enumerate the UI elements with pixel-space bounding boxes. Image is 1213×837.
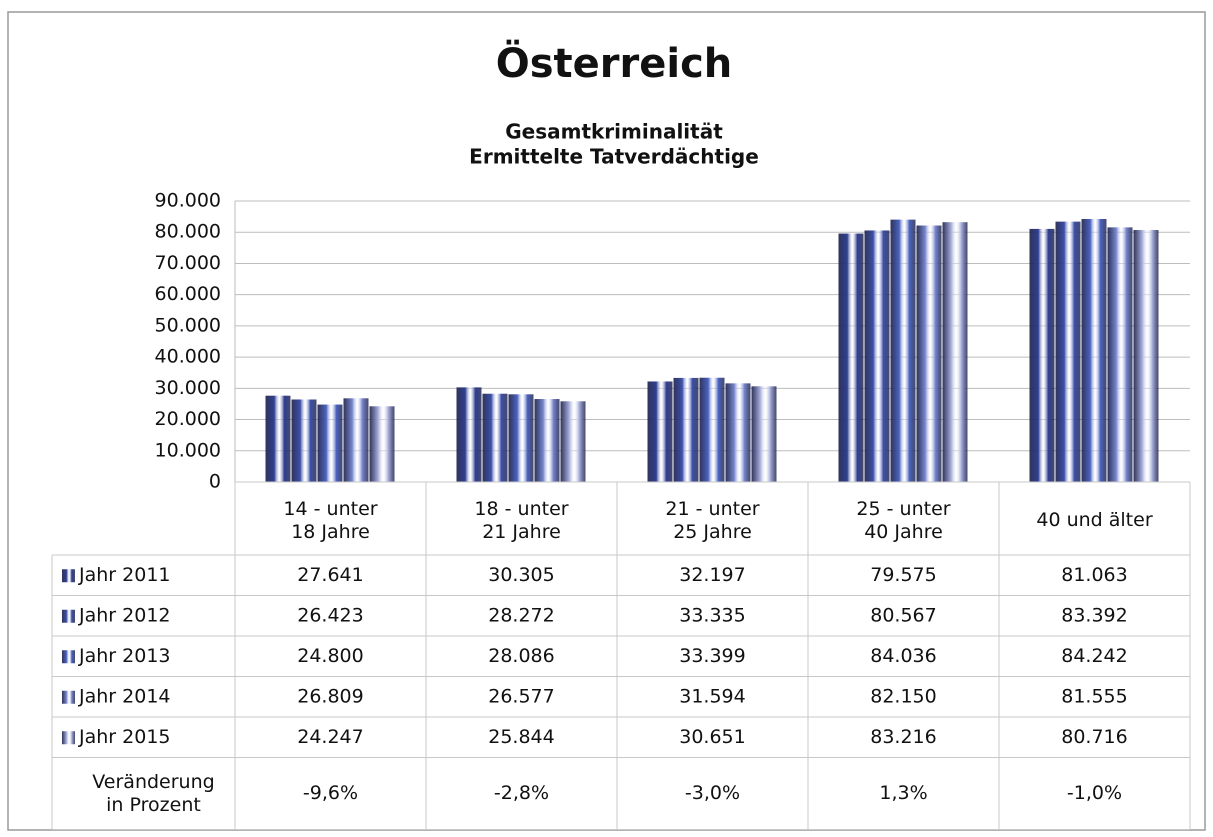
y-tick-label: 0	[209, 471, 221, 493]
bar	[864, 230, 890, 482]
legend-label: Jahr 2011	[78, 564, 171, 586]
bar	[456, 387, 482, 482]
legend-key	[62, 731, 75, 745]
legend-key	[62, 690, 75, 704]
y-tick-label: 30.000	[155, 377, 221, 399]
data-label: 81.555	[1061, 685, 1127, 707]
bar	[1107, 227, 1133, 482]
row-label: Veränderung in Prozent	[92, 771, 214, 816]
bar	[369, 406, 395, 482]
x-tick-label: 40 und älter	[1036, 509, 1152, 531]
chart-frame	[7, 11, 1206, 831]
bar	[343, 398, 369, 482]
y-tick-label: 90.000	[155, 190, 221, 212]
y-tick-label: 60.000	[155, 283, 221, 305]
bar	[647, 381, 673, 482]
data-label: 26.577	[488, 685, 554, 707]
bar	[1029, 228, 1055, 482]
data-label: -9,6%	[303, 782, 358, 804]
data-label: 28.272	[488, 604, 554, 626]
data-label: 24.800	[297, 645, 363, 667]
bar	[725, 383, 751, 482]
bar	[482, 393, 508, 482]
legend-key	[62, 569, 75, 583]
bar	[916, 225, 942, 482]
bar	[1081, 218, 1107, 482]
data-label: 25.844	[488, 726, 554, 748]
data-label: 30.305	[488, 564, 554, 586]
legend-label: Jahr 2012	[78, 604, 171, 626]
data-label: 26.809	[297, 685, 363, 707]
data-label: 83.216	[870, 726, 936, 748]
legend-label: Jahr 2013	[78, 645, 171, 667]
bar	[560, 401, 586, 482]
y-tick-label: 10.000	[155, 439, 221, 461]
data-label: 26.423	[297, 604, 363, 626]
bar	[1133, 229, 1159, 482]
data-label: 31.594	[679, 685, 745, 707]
data-label: 32.197	[679, 564, 745, 586]
bar	[699, 377, 725, 482]
y-tick-label: 80.000	[155, 221, 221, 243]
data-label: 27.641	[297, 564, 363, 586]
bar	[1055, 221, 1081, 482]
data-label: 33.335	[679, 604, 745, 626]
legend-key	[62, 609, 75, 623]
data-label: 80.716	[1061, 726, 1127, 748]
data-label: 30.651	[679, 726, 745, 748]
x-tick-label: 14 - unter 18 Jahre	[283, 498, 377, 543]
bar	[317, 404, 343, 482]
legend-label: Jahr 2015	[78, 726, 171, 748]
bar	[673, 377, 699, 482]
x-tick-label: 25 - unter 40 Jahre	[856, 498, 950, 543]
y-tick-label: 20.000	[155, 408, 221, 430]
bar	[942, 222, 968, 482]
data-label: -2,8%	[494, 782, 549, 804]
bar	[890, 219, 916, 483]
data-label: 80.567	[870, 604, 936, 626]
data-label: 83.392	[1061, 604, 1127, 626]
x-tick-label: 18 - unter 21 Jahre	[474, 498, 568, 543]
data-label: 33.399	[679, 645, 745, 667]
bar	[291, 399, 317, 482]
y-tick-label: 40.000	[155, 346, 221, 368]
chart-subtitle: Gesamtkriminalität	[505, 120, 723, 144]
data-label: 81.063	[1061, 564, 1127, 586]
bar	[838, 233, 864, 482]
y-tick-label: 70.000	[155, 252, 221, 274]
bar	[265, 395, 291, 482]
data-label: 24.247	[297, 726, 363, 748]
data-label: -3,0%	[685, 782, 740, 804]
chart-title: Österreich	[496, 39, 733, 87]
y-tick-label: 50.000	[155, 314, 221, 336]
data-label: 84.242	[1061, 645, 1127, 667]
data-label: 82.150	[870, 685, 936, 707]
data-label: 84.036	[870, 645, 936, 667]
x-tick-label: 21 - unter 25 Jahre	[665, 498, 759, 543]
data-label: 1,3%	[879, 782, 927, 804]
bar	[751, 386, 777, 482]
chart-subtitle: Ermittelte Tatverdächtige	[469, 145, 759, 169]
bar	[508, 394, 534, 482]
legend-key	[62, 650, 75, 664]
data-label: 79.575	[870, 564, 936, 586]
legend-label: Jahr 2014	[78, 685, 171, 707]
data-label: -1,0%	[1067, 782, 1122, 804]
data-label: 28.086	[488, 645, 554, 667]
bar	[534, 399, 560, 482]
